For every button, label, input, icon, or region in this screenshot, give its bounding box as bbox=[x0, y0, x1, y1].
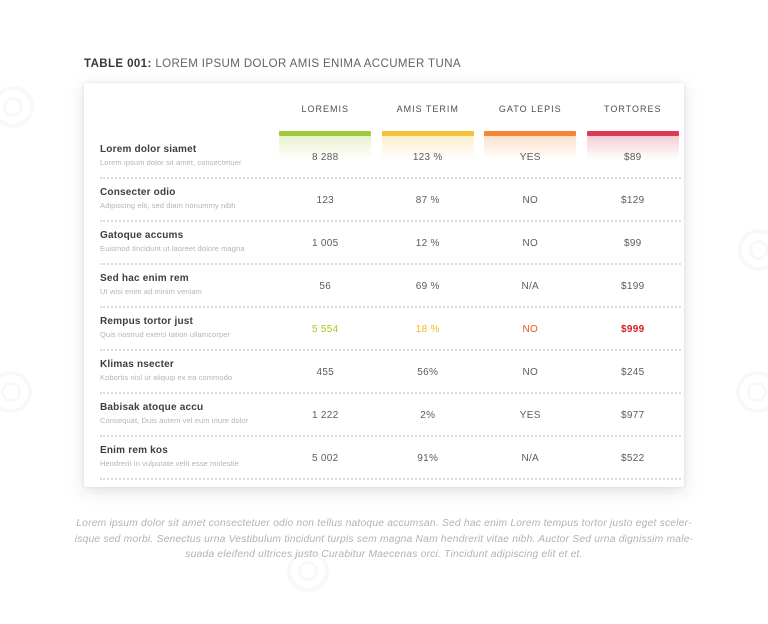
footer-line: isque sed morbi. Senectus urna Vestibulu… bbox=[74, 533, 694, 545]
row-label-cell: Enim rem kos Hendrerit in vulputate veli… bbox=[84, 437, 274, 480]
row-label-cell: Rempus tortor just Quis nostrud exerci t… bbox=[84, 308, 274, 351]
row-subtitle: Kobortis nisl ut aliquip ex ea commodo bbox=[100, 373, 233, 382]
cell-value: $245 bbox=[621, 367, 645, 378]
cell-value: 1 005 bbox=[311, 238, 339, 249]
column-bar-green bbox=[279, 131, 372, 164]
cell-value: YES bbox=[519, 152, 541, 163]
cell-value: 91% bbox=[417, 453, 439, 464]
row-title: Consecter odio bbox=[100, 187, 176, 198]
cell-value: 12 % bbox=[415, 238, 440, 249]
row-title: Lorem dolor siamet bbox=[100, 144, 197, 155]
column-bar-orange bbox=[484, 131, 577, 164]
table-row: Consecter odio Adipiscing elit, sed diam… bbox=[84, 179, 684, 222]
column-bar-red bbox=[586, 131, 679, 164]
cell-value: $999 bbox=[621, 324, 645, 335]
table-row: Lorem dolor siamet Lorem ipsum dolor sit… bbox=[84, 136, 684, 179]
watermark-ring-icon bbox=[287, 550, 329, 592]
row-label-cell: Babisak atoque accu Consequat, Duis aute… bbox=[84, 394, 274, 437]
row-subtitle: Lorem ipsum dolor sit amet, consectetuer bbox=[100, 158, 242, 167]
footer-line: suada eleifend ultrices justo Curabitur … bbox=[185, 549, 583, 560]
table-card: LOREMIS AMIS TERIM GATO LEPIS TORTORES L… bbox=[84, 83, 684, 487]
table-header-row: LOREMIS AMIS TERIM GATO LEPIS TORTORES bbox=[84, 83, 684, 131]
row-title: Klimas nsecter bbox=[100, 359, 174, 370]
cell-value: 56% bbox=[417, 367, 439, 378]
watermark-ring-icon bbox=[0, 86, 34, 128]
row-label-cell: Sed hac enim rem Ut wisi enim ad minim v… bbox=[84, 265, 274, 308]
watermark-ring-icon bbox=[738, 229, 768, 271]
row-subtitle: Quis nostrud exerci tation ullamcorper bbox=[100, 330, 231, 339]
page-title-text: LOREM IPSUM DOLOR AMIS ENIMA ACCUMER TUN… bbox=[155, 58, 461, 70]
page-title: TABLE 001: LOREM IPSUM DOLOR AMIS ENIMA … bbox=[84, 56, 461, 72]
column-header-loremis: LOREMIS bbox=[301, 104, 349, 114]
row-title: Gatoque accums bbox=[100, 230, 184, 241]
column-bar-fade bbox=[381, 136, 474, 164]
cell-value: 8 288 bbox=[311, 152, 339, 163]
row-subtitle: Consequat, Duis autem vel eum iriure dol… bbox=[100, 416, 249, 425]
cell-value: NO bbox=[522, 238, 539, 249]
table-row: Babisak atoque accu Consequat, Duis aute… bbox=[84, 394, 684, 437]
row-title: Rempus tortor just bbox=[100, 316, 194, 327]
column-bar-yellow bbox=[381, 131, 474, 164]
column-bar-fade bbox=[279, 136, 372, 164]
cell-value: 69 % bbox=[415, 281, 440, 292]
cell-value: $977 bbox=[621, 410, 645, 421]
table-row: Klimas nsecter Kobortis nisl ut aliquip … bbox=[84, 351, 684, 394]
column-bar-fade bbox=[586, 136, 679, 164]
cell-value: NO bbox=[522, 367, 539, 378]
row-label-cell: Klimas nsecter Kobortis nisl ut aliquip … bbox=[84, 351, 274, 394]
cell-value: 5 002 bbox=[311, 453, 339, 464]
cell-value: 2% bbox=[420, 410, 436, 421]
row-label-cell: Lorem dolor siamet Lorem ipsum dolor sit… bbox=[84, 136, 274, 179]
footer-caption: Lorem ipsum dolor sit amet consectetuer … bbox=[0, 516, 768, 563]
cell-value: $129 bbox=[621, 195, 645, 206]
cell-value: N/A bbox=[521, 453, 540, 464]
cell-value: 455 bbox=[316, 367, 335, 378]
row-title: Babisak atoque accu bbox=[100, 402, 204, 413]
row-subtitle: Adipiscing elit, sed diam nonummy nibh bbox=[100, 201, 236, 210]
cell-value: 1 222 bbox=[311, 410, 339, 421]
cell-value: $522 bbox=[621, 453, 645, 464]
cell-value: N/A bbox=[521, 281, 540, 292]
column-header-amis-terim: AMIS TERIM bbox=[396, 104, 459, 114]
cell-value: YES bbox=[519, 410, 541, 421]
column-header-tortores: TORTORES bbox=[603, 104, 662, 114]
cell-value: $99 bbox=[623, 238, 642, 249]
table-row: Sed hac enim rem Ut wisi enim ad minim v… bbox=[84, 265, 684, 308]
row-title: Enim rem kos bbox=[100, 445, 168, 456]
table-row: Gatoque accums Euismod tincidunt ut laor… bbox=[84, 222, 684, 265]
cell-value: 18 % bbox=[415, 324, 440, 335]
row-subtitle: Euismod tincidunt ut laoreet dolore magn… bbox=[100, 244, 245, 253]
watermark-ring-icon bbox=[0, 371, 32, 413]
column-color-bars bbox=[84, 131, 684, 164]
row-label-cell: Consecter odio Adipiscing elit, sed diam… bbox=[84, 179, 274, 222]
row-label-cell: Gatoque accums Euismod tincidunt ut laor… bbox=[84, 222, 274, 265]
cell-value: 123 % bbox=[412, 152, 443, 163]
row-subtitle: Ut wisi enim ad minim veniam bbox=[100, 287, 202, 296]
column-bar-fade bbox=[484, 136, 577, 164]
cell-value: NO bbox=[522, 324, 539, 335]
column-header-gato-lepis: GATO LEPIS bbox=[498, 104, 562, 114]
cell-value: 87 % bbox=[415, 195, 440, 206]
page-title-prefix: TABLE 001: bbox=[84, 58, 152, 70]
row-subtitle: Hendrerit in vulputate velit esse molest… bbox=[100, 459, 239, 468]
row-title: Sed hac enim rem bbox=[100, 273, 189, 284]
table-row: Enim rem kos Hendrerit in vulputate veli… bbox=[84, 437, 684, 480]
cell-value: $89 bbox=[623, 152, 642, 163]
cell-value: 5 554 bbox=[311, 324, 339, 335]
footer-line: Lorem ipsum dolor sit amet consectetuer … bbox=[76, 518, 692, 529]
table-body: Lorem dolor siamet Lorem ipsum dolor sit… bbox=[84, 136, 684, 480]
cell-value: 123 bbox=[316, 195, 335, 206]
cell-value: $199 bbox=[621, 281, 645, 292]
cell-value: 56 bbox=[319, 281, 332, 292]
watermark-ring-icon bbox=[736, 371, 768, 413]
table-row-highlighted: Rempus tortor just Quis nostrud exerci t… bbox=[84, 308, 684, 351]
cell-value: NO bbox=[522, 195, 539, 206]
